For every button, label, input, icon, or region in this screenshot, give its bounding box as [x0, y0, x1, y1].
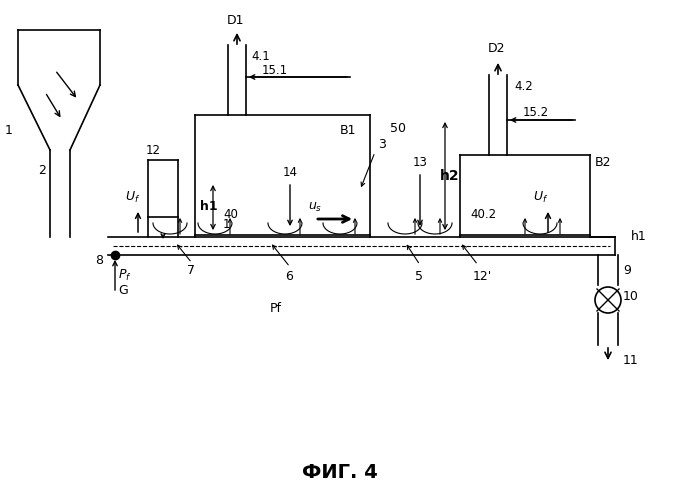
- Text: 13: 13: [413, 156, 428, 168]
- Text: B1: B1: [340, 124, 356, 138]
- Text: 7: 7: [187, 264, 195, 278]
- Text: h1: h1: [200, 200, 218, 212]
- Text: 11: 11: [623, 354, 639, 366]
- Text: $U_f$: $U_f$: [533, 190, 548, 204]
- Text: $P_f$: $P_f$: [118, 268, 132, 282]
- Text: G: G: [118, 284, 128, 298]
- Text: 4.1: 4.1: [251, 50, 270, 64]
- Text: 15.1: 15.1: [262, 64, 288, 78]
- Text: 8: 8: [95, 254, 103, 266]
- Text: 9: 9: [623, 264, 631, 276]
- Text: $U_f$: $U_f$: [125, 190, 140, 204]
- Text: 12: 12: [146, 144, 161, 156]
- Text: 12': 12': [473, 270, 492, 283]
- Text: 5: 5: [415, 270, 423, 283]
- Text: ФИГ. 4: ФИГ. 4: [302, 462, 378, 481]
- Text: D1: D1: [227, 14, 245, 26]
- Text: B2: B2: [595, 156, 611, 170]
- Text: Pf: Pf: [270, 302, 282, 314]
- Text: h1: h1: [631, 230, 647, 243]
- Text: D2: D2: [488, 42, 505, 56]
- Text: 10: 10: [623, 290, 639, 304]
- Text: 40: 40: [223, 208, 238, 222]
- Text: 6: 6: [285, 270, 293, 283]
- Text: 14: 14: [283, 166, 298, 178]
- Text: 1: 1: [5, 124, 13, 136]
- Text: 50: 50: [390, 122, 406, 134]
- Text: h2: h2: [440, 169, 460, 183]
- Text: 40.2: 40.2: [470, 208, 496, 222]
- Text: 1: 1: [223, 218, 231, 232]
- Text: 3: 3: [378, 138, 386, 151]
- Text: 2: 2: [38, 164, 46, 176]
- Text: 15.2: 15.2: [523, 106, 549, 120]
- Text: $\mathit{u_s}$: $\mathit{u_s}$: [308, 200, 322, 213]
- Text: 4.2: 4.2: [514, 80, 532, 94]
